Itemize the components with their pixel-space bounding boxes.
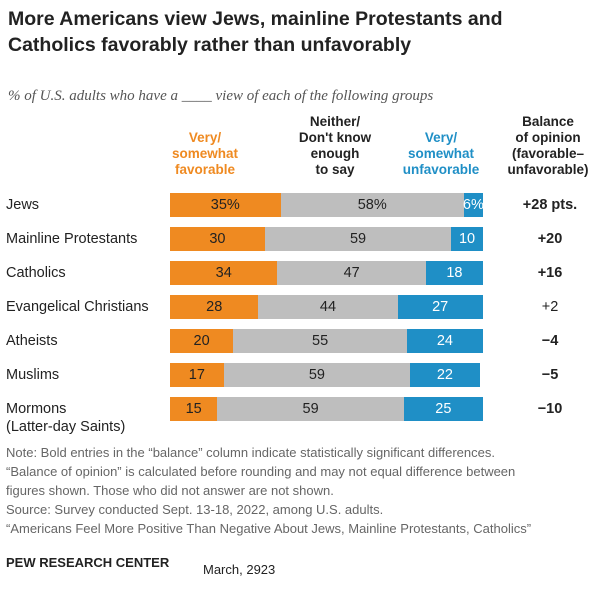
category-label: Mormons (Latter-day Saints): [6, 401, 126, 435]
category-label: Catholics: [6, 265, 66, 281]
value-label: 18: [446, 265, 463, 281]
note-line: “Americans Feel More Positive Than Negat…: [6, 521, 532, 536]
balance-value: +16: [537, 265, 563, 281]
bar-segment: [277, 261, 426, 285]
note-line: Source: Survey conducted Sept. 13-18, 20…: [6, 502, 384, 517]
note-line: “Balance of opinion” is calculated befor…: [6, 464, 516, 479]
bar-segment: [407, 329, 483, 353]
value-label: 44: [319, 299, 337, 315]
value-label: 28: [206, 299, 223, 315]
bar-segment: [280, 193, 464, 217]
balance-header: Balance of opinion (favorable– unfavorab…: [507, 114, 589, 177]
value-label: 6%: [462, 197, 484, 213]
value-label: 35%: [210, 197, 240, 213]
bar-segment: [170, 397, 218, 421]
legend-entry: Neither/ Don't know enough to say: [298, 114, 372, 177]
balance-value: −4: [541, 333, 559, 349]
bar-segment: [170, 193, 281, 217]
bar-segment: [451, 227, 483, 251]
bar-segment: [463, 193, 483, 217]
bar-segment: [170, 295, 259, 319]
bar-segment: [264, 227, 452, 251]
bar-segment: [223, 363, 411, 387]
source-brand: PEW RESEARCH CENTER: [6, 555, 170, 570]
bar-segment: [410, 363, 480, 387]
value-label: 15: [185, 401, 202, 417]
bar-segment: [403, 397, 483, 421]
category-label: Muslims: [6, 367, 60, 383]
bar-segment: [425, 261, 483, 285]
bar-segment: [170, 329, 234, 353]
balance-value: +2: [541, 299, 559, 315]
balance-value: +28 pts.: [522, 197, 578, 213]
category-label: Jews: [6, 197, 40, 213]
value-label: 30: [209, 231, 226, 247]
bar-segment: [217, 397, 404, 421]
legend-entry: Very/ somewhat unfavorable: [402, 130, 480, 177]
balance-value: −5: [541, 367, 559, 383]
note-line: Note: Bold entries in the “balance” colu…: [6, 445, 495, 460]
bar-segment: [170, 227, 265, 251]
value-label: 24: [436, 333, 453, 349]
balance-value: −10: [537, 401, 563, 417]
chart-subtitle: % of U.S. adults who have a ____ view of…: [8, 88, 434, 104]
value-label: 59: [308, 367, 326, 383]
value-label: 17: [188, 367, 205, 383]
date-label: March, 2923: [203, 562, 276, 577]
value-label: 59: [349, 231, 367, 247]
note-line: figures shown. Those who did not answer …: [6, 483, 334, 498]
value-label: 59: [302, 401, 319, 417]
legend-entry: Very/ somewhat favorable: [171, 130, 239, 177]
bar-segment: [170, 363, 224, 387]
value-label: 22: [436, 367, 453, 383]
chart-title: More Americans view Jews, mainline Prote…: [8, 8, 503, 56]
balance-value: +20: [537, 231, 563, 247]
value-label: 55: [312, 333, 329, 349]
value-label: 34: [215, 265, 232, 281]
bar-segment: [233, 329, 407, 353]
value-label: 10: [458, 231, 476, 247]
value-label: 25: [435, 401, 452, 417]
value-label: 47: [343, 265, 360, 281]
category-label: Mainline Protestants: [6, 231, 138, 247]
bar-segment: [170, 261, 278, 285]
category-label: Evangelical Christians: [6, 299, 149, 315]
value-label: 58%: [357, 197, 387, 213]
value-label: 20: [193, 333, 210, 349]
bar-segment: [258, 295, 398, 319]
bar-segment: [397, 295, 483, 319]
value-label: 27: [432, 299, 449, 315]
category-label: Atheists: [6, 333, 58, 349]
